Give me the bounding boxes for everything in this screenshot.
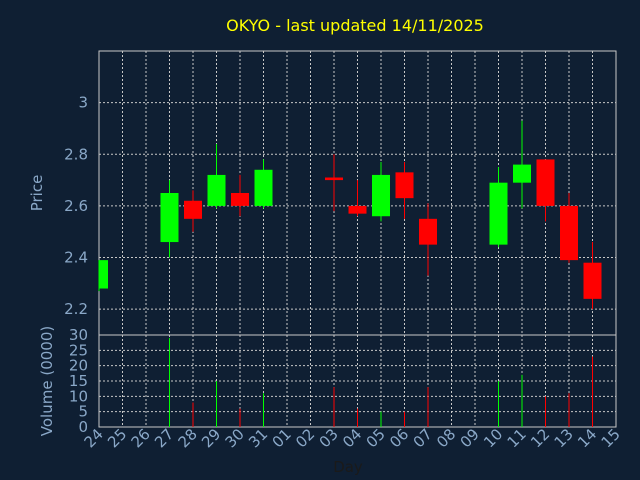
- candle-body: [536, 159, 555, 206]
- x-tick-label: 26: [128, 425, 154, 451]
- candle-body: [254, 169, 273, 206]
- price-y-tick-label: 2.4: [64, 249, 88, 267]
- candle-body: [419, 218, 437, 245]
- x-tick-label: 07: [410, 425, 436, 451]
- candle-body: [99, 260, 108, 289]
- x-tick-label: 28: [175, 425, 201, 451]
- x-tick-label: 12: [527, 425, 553, 451]
- x-tick-label: 02: [292, 425, 318, 451]
- x-tick-label: 11: [504, 425, 530, 451]
- candle-body: [560, 205, 578, 261]
- x-tick-label: 14: [574, 425, 600, 451]
- price-y-tick-label: 2.8: [64, 145, 88, 163]
- x-tick-label: 10: [480, 425, 506, 451]
- x-tick-label: 05: [363, 425, 389, 451]
- x-tick-label: 15: [598, 425, 624, 451]
- x-tick-label: 08: [433, 425, 459, 451]
- candle-body: [395, 172, 414, 199]
- x-tick-label: 01: [269, 425, 295, 451]
- x-tick-label: 09: [457, 425, 483, 451]
- candle-body: [489, 182, 508, 245]
- x-tick-label: 31: [245, 425, 271, 451]
- price-panel: 2.2 2.4 2.6 2.8 3 Price: [28, 50, 617, 336]
- x-tick-label: 03: [316, 425, 342, 451]
- x-tick-label: 04: [339, 425, 365, 451]
- volume-y-tick-label: 25: [69, 341, 88, 359]
- volume-y-tick-label: 5: [78, 403, 88, 421]
- x-tick-labels: 2425262728293031010203040506070809101112…: [81, 425, 624, 451]
- volume-y-tick-label: 15: [69, 372, 88, 390]
- volume-y-tick-label: 30: [69, 326, 88, 344]
- candle-body: [513, 164, 531, 183]
- volume-axis-label: Volume (0000): [38, 326, 56, 436]
- volume-y-tick-label: 20: [69, 357, 88, 375]
- candle-body: [348, 205, 367, 214]
- price-y-tick-label: 2.2: [64, 300, 88, 318]
- candle-body: [231, 193, 249, 206]
- price-axis-label: Price: [28, 175, 46, 212]
- x-tick-label: 25: [104, 425, 130, 451]
- chart-title: OKYO - last updated 14/11/2025: [226, 16, 484, 35]
- x-axis-label: Day: [333, 458, 363, 476]
- x-tick-label: 06: [386, 425, 412, 451]
- x-tick-label: 29: [198, 425, 224, 451]
- price-y-tick-labels: 2.2 2.4 2.6 2.8 3: [64, 94, 88, 319]
- volume-bars: [169, 338, 593, 427]
- volume-y-tick-label: 10: [69, 387, 88, 405]
- price-y-tick-label: 2.6: [64, 197, 88, 215]
- candle-body: [372, 174, 390, 217]
- x-tick-label: 13: [551, 425, 577, 451]
- candle-body: [583, 262, 602, 299]
- price-y-tick-label: 3: [78, 94, 88, 112]
- candle-body: [160, 193, 179, 243]
- volume-y-tick-label: 0: [78, 418, 88, 436]
- x-tick-label: 30: [222, 425, 248, 451]
- x-tick-label: 27: [151, 425, 177, 451]
- candle-body: [207, 174, 226, 206]
- candle-body: [184, 200, 202, 219]
- candles: [98, 120, 602, 310]
- candle-body: [325, 177, 343, 181]
